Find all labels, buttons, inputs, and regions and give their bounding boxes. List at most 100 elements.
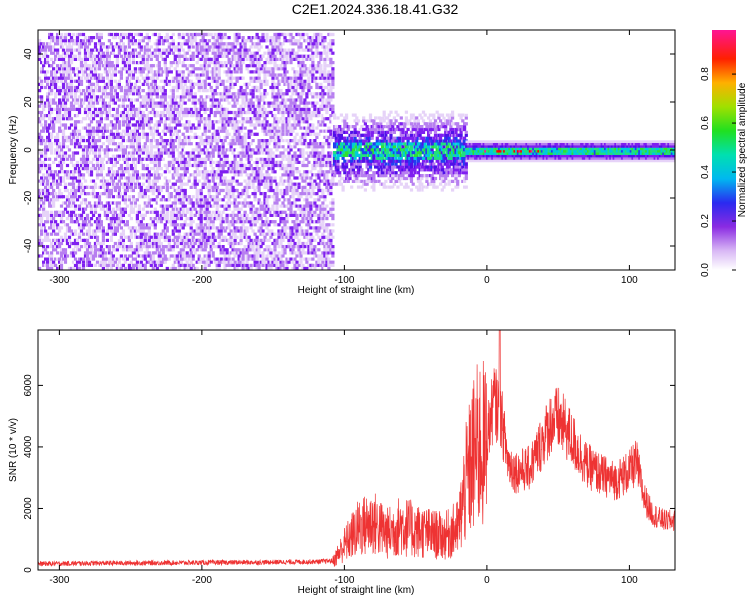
spectrogram-cell <box>241 167 245 171</box>
spectrogram-cell <box>199 223 203 227</box>
spectrogram-cell <box>213 89 217 93</box>
spectrogram-cell <box>48 173 52 177</box>
spectrogram-cell <box>67 235 72 239</box>
spectrogram-cell <box>121 98 125 102</box>
spectrogram-cell <box>193 229 197 233</box>
spectrogram-cell <box>44 185 48 189</box>
spectrogram-cell <box>265 79 269 83</box>
spectrogram-cell <box>46 61 50 65</box>
spectrogram-cell <box>259 226 263 230</box>
spectrogram-cell <box>247 257 251 261</box>
spectrogram-cell <box>105 64 109 68</box>
spectrogram-cell <box>267 173 271 177</box>
spectrogram-cell <box>115 173 119 177</box>
spectrogram-cell <box>129 85 133 90</box>
spectrogram-cell <box>143 263 147 267</box>
spectrogram-cell <box>211 95 215 99</box>
spectrogram-cell <box>207 232 211 236</box>
spectrogram-cell <box>179 207 183 211</box>
spectrogram-cell <box>169 223 173 227</box>
spectrogram-cell <box>241 251 245 255</box>
spectrogram-cell <box>67 204 72 208</box>
spectrogram-cell <box>85 129 90 133</box>
spectrogram-cell <box>44 263 48 267</box>
spectrogram-cell <box>71 254 76 258</box>
spectrogram-cell <box>213 110 217 115</box>
spectrogram-cell <box>183 110 187 115</box>
spectrogram-cell <box>46 104 50 108</box>
spectrogram-cell <box>143 254 147 258</box>
spectrogram-cell <box>177 176 181 180</box>
spectrogram-cell <box>239 157 243 161</box>
spectrogram-cell <box>231 123 235 127</box>
spectrogram-cell <box>56 64 60 68</box>
spectrogram-cell <box>54 48 58 52</box>
spectrogram-cell <box>83 185 88 189</box>
spectrogram-cell <box>231 167 235 171</box>
spectrogram-cell <box>187 151 191 155</box>
spectrogram-cell <box>153 129 157 133</box>
spectrogram-cell <box>133 229 137 233</box>
spectrogram-cell <box>119 142 123 146</box>
spectrogram-cell <box>105 229 109 233</box>
spectrogram-cell <box>209 85 213 90</box>
spectrogram-cell <box>201 104 205 108</box>
spectrogram-cell <box>247 167 251 171</box>
spectrogram-cell <box>219 98 223 102</box>
spectrogram-cell <box>159 104 163 108</box>
spectrogram-cell <box>129 235 133 239</box>
spectrogram-cell <box>129 51 133 55</box>
spectrogram-cell <box>165 198 169 202</box>
spectrogram-cell <box>255 51 259 55</box>
spectrogram-cell <box>133 123 137 127</box>
spectrogram-cell <box>179 142 183 146</box>
spectrogram-cell <box>139 160 143 164</box>
spectrogram-cell <box>225 251 229 255</box>
spectrogram-cell <box>215 76 219 80</box>
spectrogram-cell <box>85 229 90 233</box>
spectrogram-cell <box>73 213 78 217</box>
spectrogram-cell <box>157 120 161 124</box>
spectrogram-cell <box>243 213 247 217</box>
spectrogram-cell <box>133 70 137 74</box>
spectrogram-cell <box>93 107 98 111</box>
spectrogram-cell <box>199 101 203 105</box>
spectrogram-cell <box>133 251 137 255</box>
spectrogram-cell <box>145 176 149 180</box>
spectrogram-cell <box>73 85 78 90</box>
spectrogram-cell <box>239 241 243 246</box>
spectrogram-cell <box>119 192 123 196</box>
spectrogram-cell <box>265 176 269 180</box>
spectrogram-cell <box>107 139 111 143</box>
spectrogram-cell <box>63 32 68 37</box>
spectrogram-cell <box>52 36 56 40</box>
spectrogram-cell <box>247 179 251 183</box>
spectrogram-cell <box>125 248 129 252</box>
spectrogram-cell <box>233 188 237 193</box>
spectrogram-cell <box>121 157 125 161</box>
spectrogram-cell <box>137 263 141 267</box>
spectrogram-cell <box>125 123 129 127</box>
spectrogram-cell <box>127 145 131 149</box>
spectrogram-cell <box>237 42 241 46</box>
spectrogram-cell <box>203 260 207 264</box>
spectrogram-cell <box>149 101 153 105</box>
spectrogram-cell <box>105 114 109 118</box>
spectrogram-cell <box>151 220 155 224</box>
spectrogram-cell <box>263 61 267 65</box>
spectrogram-cell <box>107 182 111 186</box>
spectrogram-cell <box>77 232 82 236</box>
spectrogram-cell <box>191 195 195 199</box>
spectrogram-cell <box>189 36 193 40</box>
spectrogram-cell <box>111 173 115 177</box>
spectrogram-cell <box>38 82 42 86</box>
spectrogram-cell <box>237 95 241 99</box>
spectrogram-cell <box>255 32 259 37</box>
spectrogram-cell <box>46 82 50 86</box>
spectrogram-cell <box>147 176 151 180</box>
spectrogram-cell <box>63 173 68 177</box>
spectrogram-cell <box>61 89 66 93</box>
spectrogram-cell <box>233 123 237 127</box>
spectrogram-cell <box>111 260 115 264</box>
spectrogram-cell <box>213 238 217 242</box>
